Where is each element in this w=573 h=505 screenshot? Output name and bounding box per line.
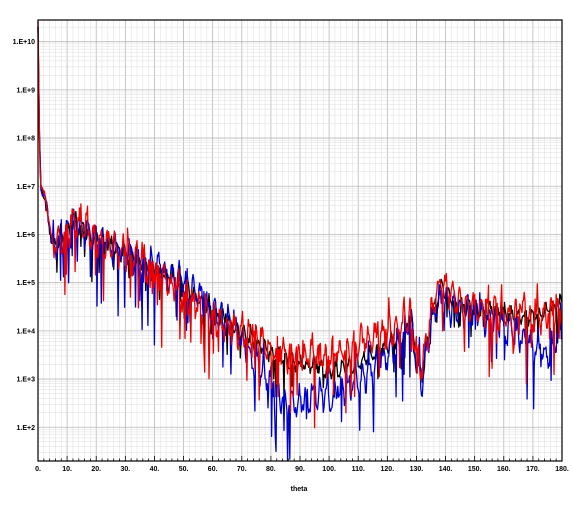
x-tick-label: 0. [35,466,41,473]
y-tick-label: 1.E+8 [17,136,36,143]
tick-labels: 0. 10. 20. 30. 40. 50. 60. 70. 80. 90. 100. 110. 120… [13,39,569,473]
x-axis-title: theta [291,486,308,493]
x-tick-label: 120. [381,466,395,473]
x-tick-label: 90. [295,466,305,473]
y-tick-label: 1.E+3 [17,377,36,384]
x-tick-label: 160. [497,466,511,473]
series-group [37,20,563,462]
x-tick-label: 110. [352,466,365,473]
y-tick-label: 1.E+2 [17,425,36,432]
x-tick-label: 60. [208,466,218,473]
x-tick-label: 80. [266,466,276,473]
x-tick-label: 20. [91,466,101,473]
y-tick-label: 1.E+6 [17,232,36,239]
x-tick-label: 50. [179,466,189,473]
y-tick-label: 1.E+7 [17,184,36,191]
x-tick-label: 130. [410,466,424,473]
x-tick-label: 180. [555,466,569,473]
x-tick-label: 40. [150,466,160,473]
y-tick-label: 1.E+9 [17,87,36,94]
x-tick-label: 30. [120,466,130,473]
x-tick-label: 140. [439,466,453,473]
axes [37,19,563,462]
x-tick-label: 100. [322,466,336,473]
x-tick-label: 170. [526,466,540,473]
y-tick-label: 1.E+5 [17,280,36,287]
y-tick-label: 1.E+4 [17,328,36,335]
x-tick-label: 150. [468,466,482,473]
x-tick-label: 70. [237,466,247,473]
y-tick-label: 1.E+10 [13,39,35,46]
x-tick-label: 10. [62,466,72,473]
series-line-2 [37,20,563,429]
